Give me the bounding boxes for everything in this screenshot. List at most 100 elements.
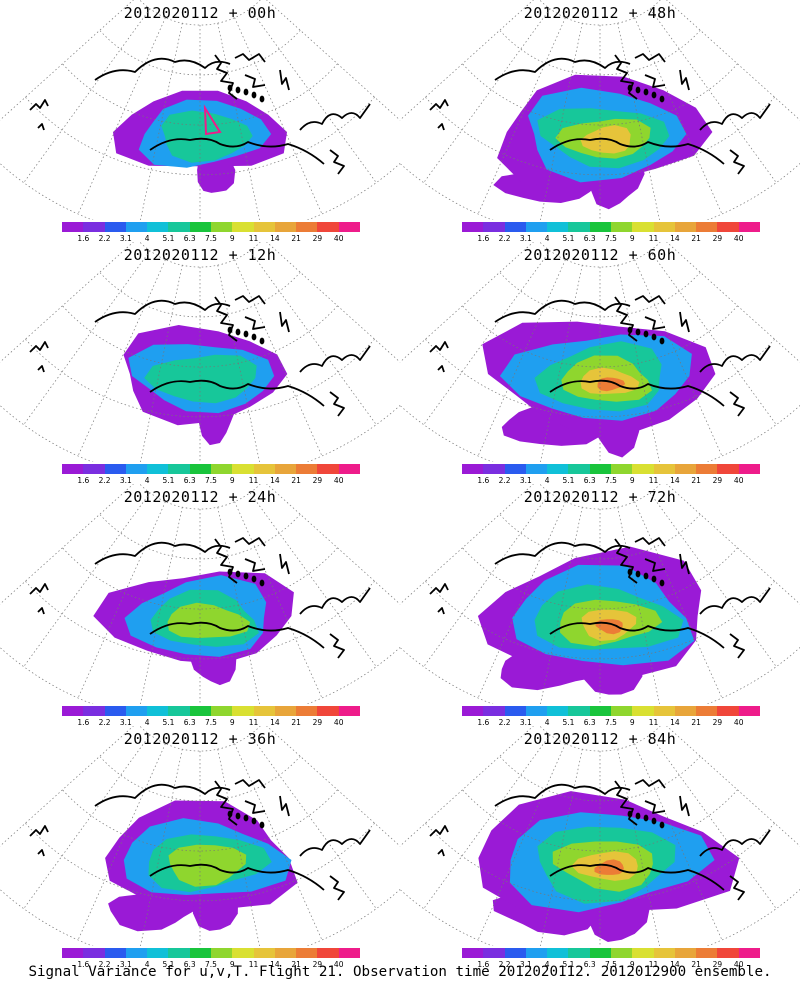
colorbar-tick-label: 9 [629,960,635,969]
colorbar-tick-label: 21 [691,718,701,727]
colorbar-tick-label: 11 [248,476,259,485]
colorbar-tick-label: 4 [144,476,150,485]
variance-field [113,90,287,193]
colorbar-swatch [525,222,548,232]
latitude-line [0,404,400,462]
colorbar-swatch [696,222,718,232]
colorbar [62,948,360,958]
colorbar-swatch [610,464,633,474]
variance-contour [161,110,253,163]
colorbar-labels: 1.6 2.2 3.1 4 5.1 6.3 7.5 9 11 14 21 29 40 [62,718,360,728]
colorbar-swatch [504,706,526,716]
colorbar-tick-label: 21 [691,234,701,243]
colorbar-swatch [738,464,760,474]
variance-field [493,74,713,210]
colorbar-swatch [168,948,190,958]
colorbar-tick-label: 40 [333,718,344,727]
colorbar-tick-label: 7.5 [605,718,617,727]
colorbar-tick-label: 29 [312,718,323,727]
colorbar-tick-label: 29 [712,960,723,969]
coastline [299,345,371,373]
colorbar-swatch [296,948,318,958]
coastline [279,553,290,575]
latitude-line [25,338,375,418]
colorbar-tick-label: 29 [712,476,723,485]
colorbar-swatch [696,706,718,716]
colorbar-tick-label: 4 [144,234,150,243]
colorbar-tick-label: 9 [629,476,635,485]
coastline [549,379,725,407]
coastline [329,391,345,417]
colorbar-swatch [504,464,526,474]
colorbar-tick-label: 7.5 [205,960,217,969]
colorbar-swatch [147,948,169,958]
latitude-line [539,726,661,752]
colorbar-swatch [296,222,318,232]
map-panel: 2012020112 + 48h 1.6 2.2 3.1 4 5.1 6.3 7.5 9 11 14… [400,0,800,243]
coastline [729,391,745,417]
latitude-line [539,484,661,510]
colorbar-tick-label: 5.1 [562,476,575,485]
colorbar-swatch [738,706,760,716]
island-marker [627,810,633,818]
colorbar-swatch [717,706,739,716]
island-marker [259,95,265,103]
island-marker [235,570,241,578]
colorbar-tick-label: 40 [333,960,344,969]
graticule [400,242,800,462]
latitude-line [99,756,301,802]
colorbar-tick-label: 5.1 [162,960,175,969]
colorbar-swatch [168,464,190,474]
colorbar-swatch [483,948,505,958]
variance-field [105,800,298,932]
coastline [729,633,745,659]
coastline [149,379,325,407]
coastline [94,541,231,565]
colorbar-swatch [632,222,654,232]
colorbar-tick-label: 14 [270,234,280,243]
graticule [0,242,400,462]
colorbar-swatch [317,706,339,716]
island-marker [235,812,241,820]
island-marker [235,86,241,94]
colorbar-tick-label: 40 [333,234,344,243]
colorbar-swatch [547,948,569,958]
island-marker [251,333,257,341]
colorbar-swatch [274,948,297,958]
colorbar-tick-label: 1.6 [77,960,90,969]
colorbar-tick-label: 14 [670,234,680,243]
latitude-line [25,822,375,902]
colorbar-labels: 1.6 2.2 3.1 4 5.1 6.3 7.5 9 11 14 21 29 40 [62,234,360,244]
polar-map [400,484,800,704]
colorbar-swatch [653,222,675,232]
colorbar-tick-label: 29 [312,476,323,485]
island-marker [627,568,633,576]
island-marker [227,326,233,334]
colorbar-swatch [462,464,484,474]
polar-map [0,726,400,946]
colorbar-swatch [189,464,211,474]
colorbar-tick-label: 3.1 [519,476,532,485]
colorbar-tick-label: 6.3 [183,476,196,485]
coastline [549,863,725,891]
coastline [729,875,745,901]
islands [227,810,265,829]
colorbar-swatch [547,464,569,474]
colorbar-tick-label: 11 [248,718,259,727]
variance-contour [167,602,251,638]
colorbar-tick-label: 3.1 [119,476,132,485]
variance-field [123,325,288,446]
colorbar-swatch [717,222,739,232]
coastline [234,779,266,814]
colorbar-swatch [462,222,484,232]
colorbar-tick-label: 4 [144,718,150,727]
colorbar-swatch [483,464,505,474]
island-marker [243,88,249,96]
island-marker [243,814,249,822]
colorbar-swatch [462,706,484,716]
latitude-line [499,514,701,560]
colorbar-swatch [274,464,297,474]
coastline [94,57,231,81]
colorbar-swatch [147,706,169,716]
colorbar-swatch [483,222,505,232]
